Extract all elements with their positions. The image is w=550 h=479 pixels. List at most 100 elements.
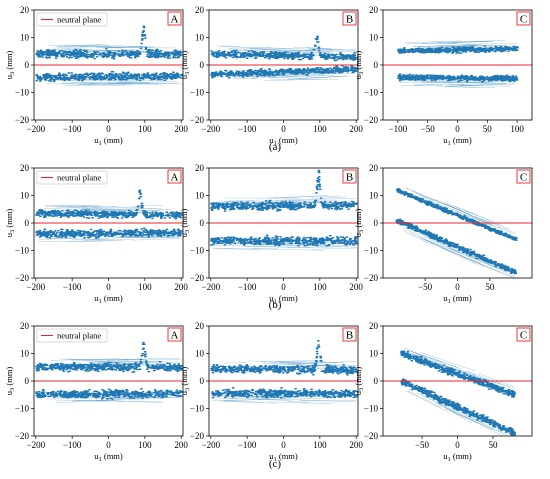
scan-streak — [131, 205, 163, 207]
scan-streak — [405, 390, 449, 413]
scan-streak — [58, 358, 129, 361]
y-tick-label: 20 — [369, 321, 379, 331]
scan-streak — [465, 43, 518, 45]
x-tick-label: 0 — [281, 282, 286, 292]
scan-streak — [464, 209, 510, 230]
scan-streak — [82, 360, 113, 363]
scan-streak — [269, 360, 323, 362]
y-axis-label: u3 (mm) — [353, 209, 365, 238]
scan-streak — [71, 400, 95, 402]
x-axis-label: u1 (mm) — [269, 293, 298, 305]
x-tick-label: −100 — [238, 282, 257, 292]
y-axis-label: u3 (mm) — [4, 367, 16, 396]
scan-streak — [258, 399, 292, 401]
panel-letter-badge: B — [342, 11, 357, 26]
y-tick-label: 20 — [369, 5, 379, 15]
scan-streak — [416, 392, 456, 413]
scan-streak — [472, 420, 504, 436]
legend: neutral plane — [36, 170, 108, 185]
dense-band — [35, 341, 183, 373]
scatter-series — [210, 339, 358, 404]
scatter-series — [395, 187, 518, 278]
scan-streak — [403, 230, 434, 246]
panel-letter: C — [520, 172, 527, 184]
y-tick-label: −20 — [190, 115, 205, 125]
scan-streak — [44, 47, 81, 50]
panel-letter: B — [346, 172, 353, 184]
scan-streak — [311, 195, 342, 198]
x-tick-label: −100 — [238, 440, 257, 450]
scan-streak — [101, 45, 147, 48]
scatter-series — [210, 35, 358, 81]
scan-streak — [308, 49, 357, 51]
x-tick-label: 50 — [485, 282, 495, 292]
x-tick-label: 0 — [106, 124, 111, 134]
scan-streak — [267, 47, 333, 51]
x-tick-label: 0 — [455, 282, 460, 292]
x-tick-label: 100 — [510, 124, 524, 134]
scan-streak — [478, 373, 515, 388]
x-tick-label: 0 — [281, 124, 286, 134]
scan-streak — [121, 235, 182, 238]
y-tick-label: 0 — [374, 60, 379, 70]
x-axis-label: u1 (mm) — [443, 135, 472, 147]
y-tick-label: 0 — [374, 218, 379, 228]
scan-streak — [282, 75, 335, 77]
scan-streak — [111, 206, 163, 210]
panel-letter-badge: C — [516, 11, 531, 26]
y-tick-label: 10 — [20, 191, 30, 201]
scan-streak — [92, 207, 144, 209]
y-axis-label: u3 (mm) — [4, 51, 16, 80]
y-tick-label: −20 — [364, 273, 379, 283]
scan-streak — [64, 84, 133, 86]
dense-band — [210, 234, 358, 247]
y-tick-label: −10 — [190, 88, 205, 98]
panel-letter: A — [171, 172, 179, 184]
y-tick-label: −10 — [364, 88, 379, 98]
row-caption: (a) — [269, 141, 282, 153]
panel-letter: C — [520, 330, 527, 342]
x-tick-label: −100 — [63, 440, 82, 450]
scan-streak — [403, 347, 427, 358]
y-tick-label: 0 — [200, 218, 205, 228]
panel-letter: B — [346, 330, 353, 342]
scan-streak — [287, 401, 311, 403]
scan-streak — [267, 364, 302, 366]
scan-streak — [130, 238, 180, 241]
scan-streak — [272, 79, 320, 81]
scan-streak — [273, 196, 314, 199]
y-tick-label: −10 — [364, 246, 379, 256]
x-tick-label: −200 — [27, 440, 46, 450]
scan-streak — [123, 357, 179, 360]
x-tick-label: −100 — [238, 124, 257, 134]
panel-letter-badge: A — [167, 11, 182, 26]
dense-band — [35, 25, 183, 60]
scan-streak — [84, 238, 109, 241]
scan-streak — [281, 198, 357, 201]
scan-streak — [107, 80, 178, 84]
scan-streak — [421, 393, 442, 406]
scan-streak — [404, 40, 463, 44]
scan-streak — [460, 44, 506, 46]
scan-streak — [211, 245, 252, 247]
scan-streak — [220, 399, 263, 402]
scan-streak — [223, 199, 262, 202]
scan-streak — [233, 75, 259, 78]
scan-streak — [421, 238, 477, 265]
scan-streak — [311, 247, 357, 250]
y-tick-label: 20 — [20, 163, 30, 173]
scan-streak — [128, 398, 162, 400]
scan-streak — [251, 248, 325, 251]
row-caption: (b) — [269, 299, 282, 311]
scan-streak — [308, 196, 347, 200]
y-tick-label: 10 — [195, 349, 205, 359]
y-tick-label: 0 — [25, 218, 30, 228]
scan-streak — [262, 73, 326, 77]
y-tick-label: 10 — [369, 349, 379, 359]
scan-streak — [224, 400, 263, 403]
legend-label: neutral plane — [57, 331, 101, 341]
scan-streak — [56, 400, 117, 403]
